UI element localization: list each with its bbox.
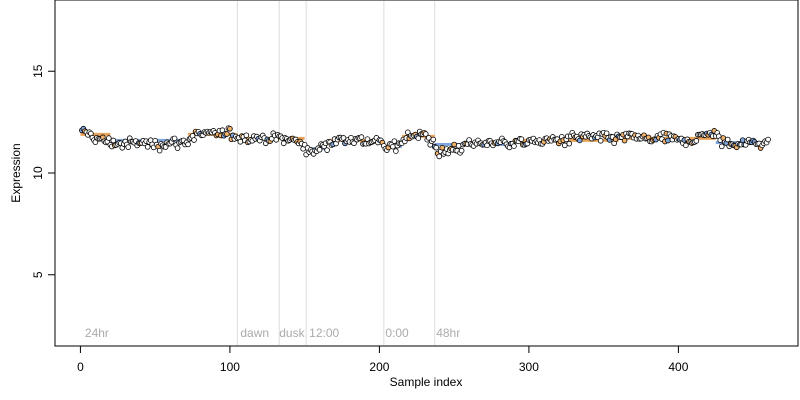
data-point — [185, 141, 191, 148]
data-point — [693, 138, 700, 144]
data-point — [415, 135, 422, 141]
data-point — [430, 136, 437, 143]
data-point — [576, 137, 583, 144]
data-point — [405, 129, 411, 136]
data-point — [144, 144, 151, 150]
data-point — [718, 143, 725, 150]
data-point — [603, 130, 610, 137]
axes: 0 100 200 300 400 5 10 15 — [31, 64, 689, 374]
data-point — [106, 135, 112, 141]
phase-labels: 24hr dawn dusk 12:00 0:00 48hr — [85, 326, 460, 340]
phase-label: 24hr — [85, 326, 109, 340]
x-axis-title: Sample index — [390, 375, 463, 389]
data-point — [724, 136, 731, 143]
data-point — [765, 136, 771, 143]
data-point — [316, 146, 323, 153]
data-point — [561, 142, 568, 149]
x-tick-label: 100 — [220, 360, 240, 374]
data-point — [358, 134, 365, 140]
data-points — [79, 125, 771, 160]
data-point — [324, 147, 330, 153]
data-point — [273, 136, 280, 143]
data-point — [665, 137, 671, 144]
data-point — [455, 142, 462, 149]
data-point — [683, 142, 689, 149]
y-axis-title: Expression — [9, 143, 23, 202]
data-point — [393, 148, 399, 154]
data-point — [219, 127, 226, 133]
y-tick-label: 10 — [31, 166, 45, 180]
data-point — [390, 143, 396, 150]
data-point — [224, 131, 230, 137]
data-point — [125, 144, 132, 150]
data-point — [511, 143, 517, 149]
data-point — [451, 141, 457, 148]
data-point — [597, 137, 604, 144]
data-point — [340, 135, 347, 141]
data-point — [391, 138, 398, 144]
phase-dividers — [236, 1, 436, 345]
data-point — [566, 140, 573, 147]
data-point — [439, 144, 445, 151]
data-point — [110, 137, 117, 144]
x-tick-label: 400 — [668, 360, 688, 374]
plot-frame — [54, 0, 799, 347]
phase-label: 12:00 — [309, 326, 339, 340]
x-tick-label: 200 — [369, 360, 389, 374]
data-point — [422, 131, 429, 137]
data-point — [621, 137, 628, 144]
phase-label: dusk — [279, 326, 305, 340]
data-point — [227, 125, 233, 132]
x-tick-label: 0 — [77, 360, 84, 374]
data-point — [280, 140, 287, 147]
phase-label: 48hr — [436, 326, 460, 340]
data-point — [156, 147, 163, 154]
phase-label: dawn — [240, 326, 269, 340]
data-point — [191, 137, 197, 143]
data-point — [433, 144, 440, 151]
x-tick-label: 300 — [519, 360, 539, 374]
y-tick-label: 5 — [31, 271, 45, 278]
data-point — [458, 147, 465, 154]
data-point — [174, 145, 181, 151]
data-point — [243, 132, 250, 139]
y-tick-label: 15 — [31, 64, 45, 78]
data-point — [518, 136, 525, 142]
data-point — [237, 138, 244, 145]
phase-label: 0:00 — [385, 326, 409, 340]
data-point — [171, 135, 178, 142]
data-point — [436, 153, 443, 160]
